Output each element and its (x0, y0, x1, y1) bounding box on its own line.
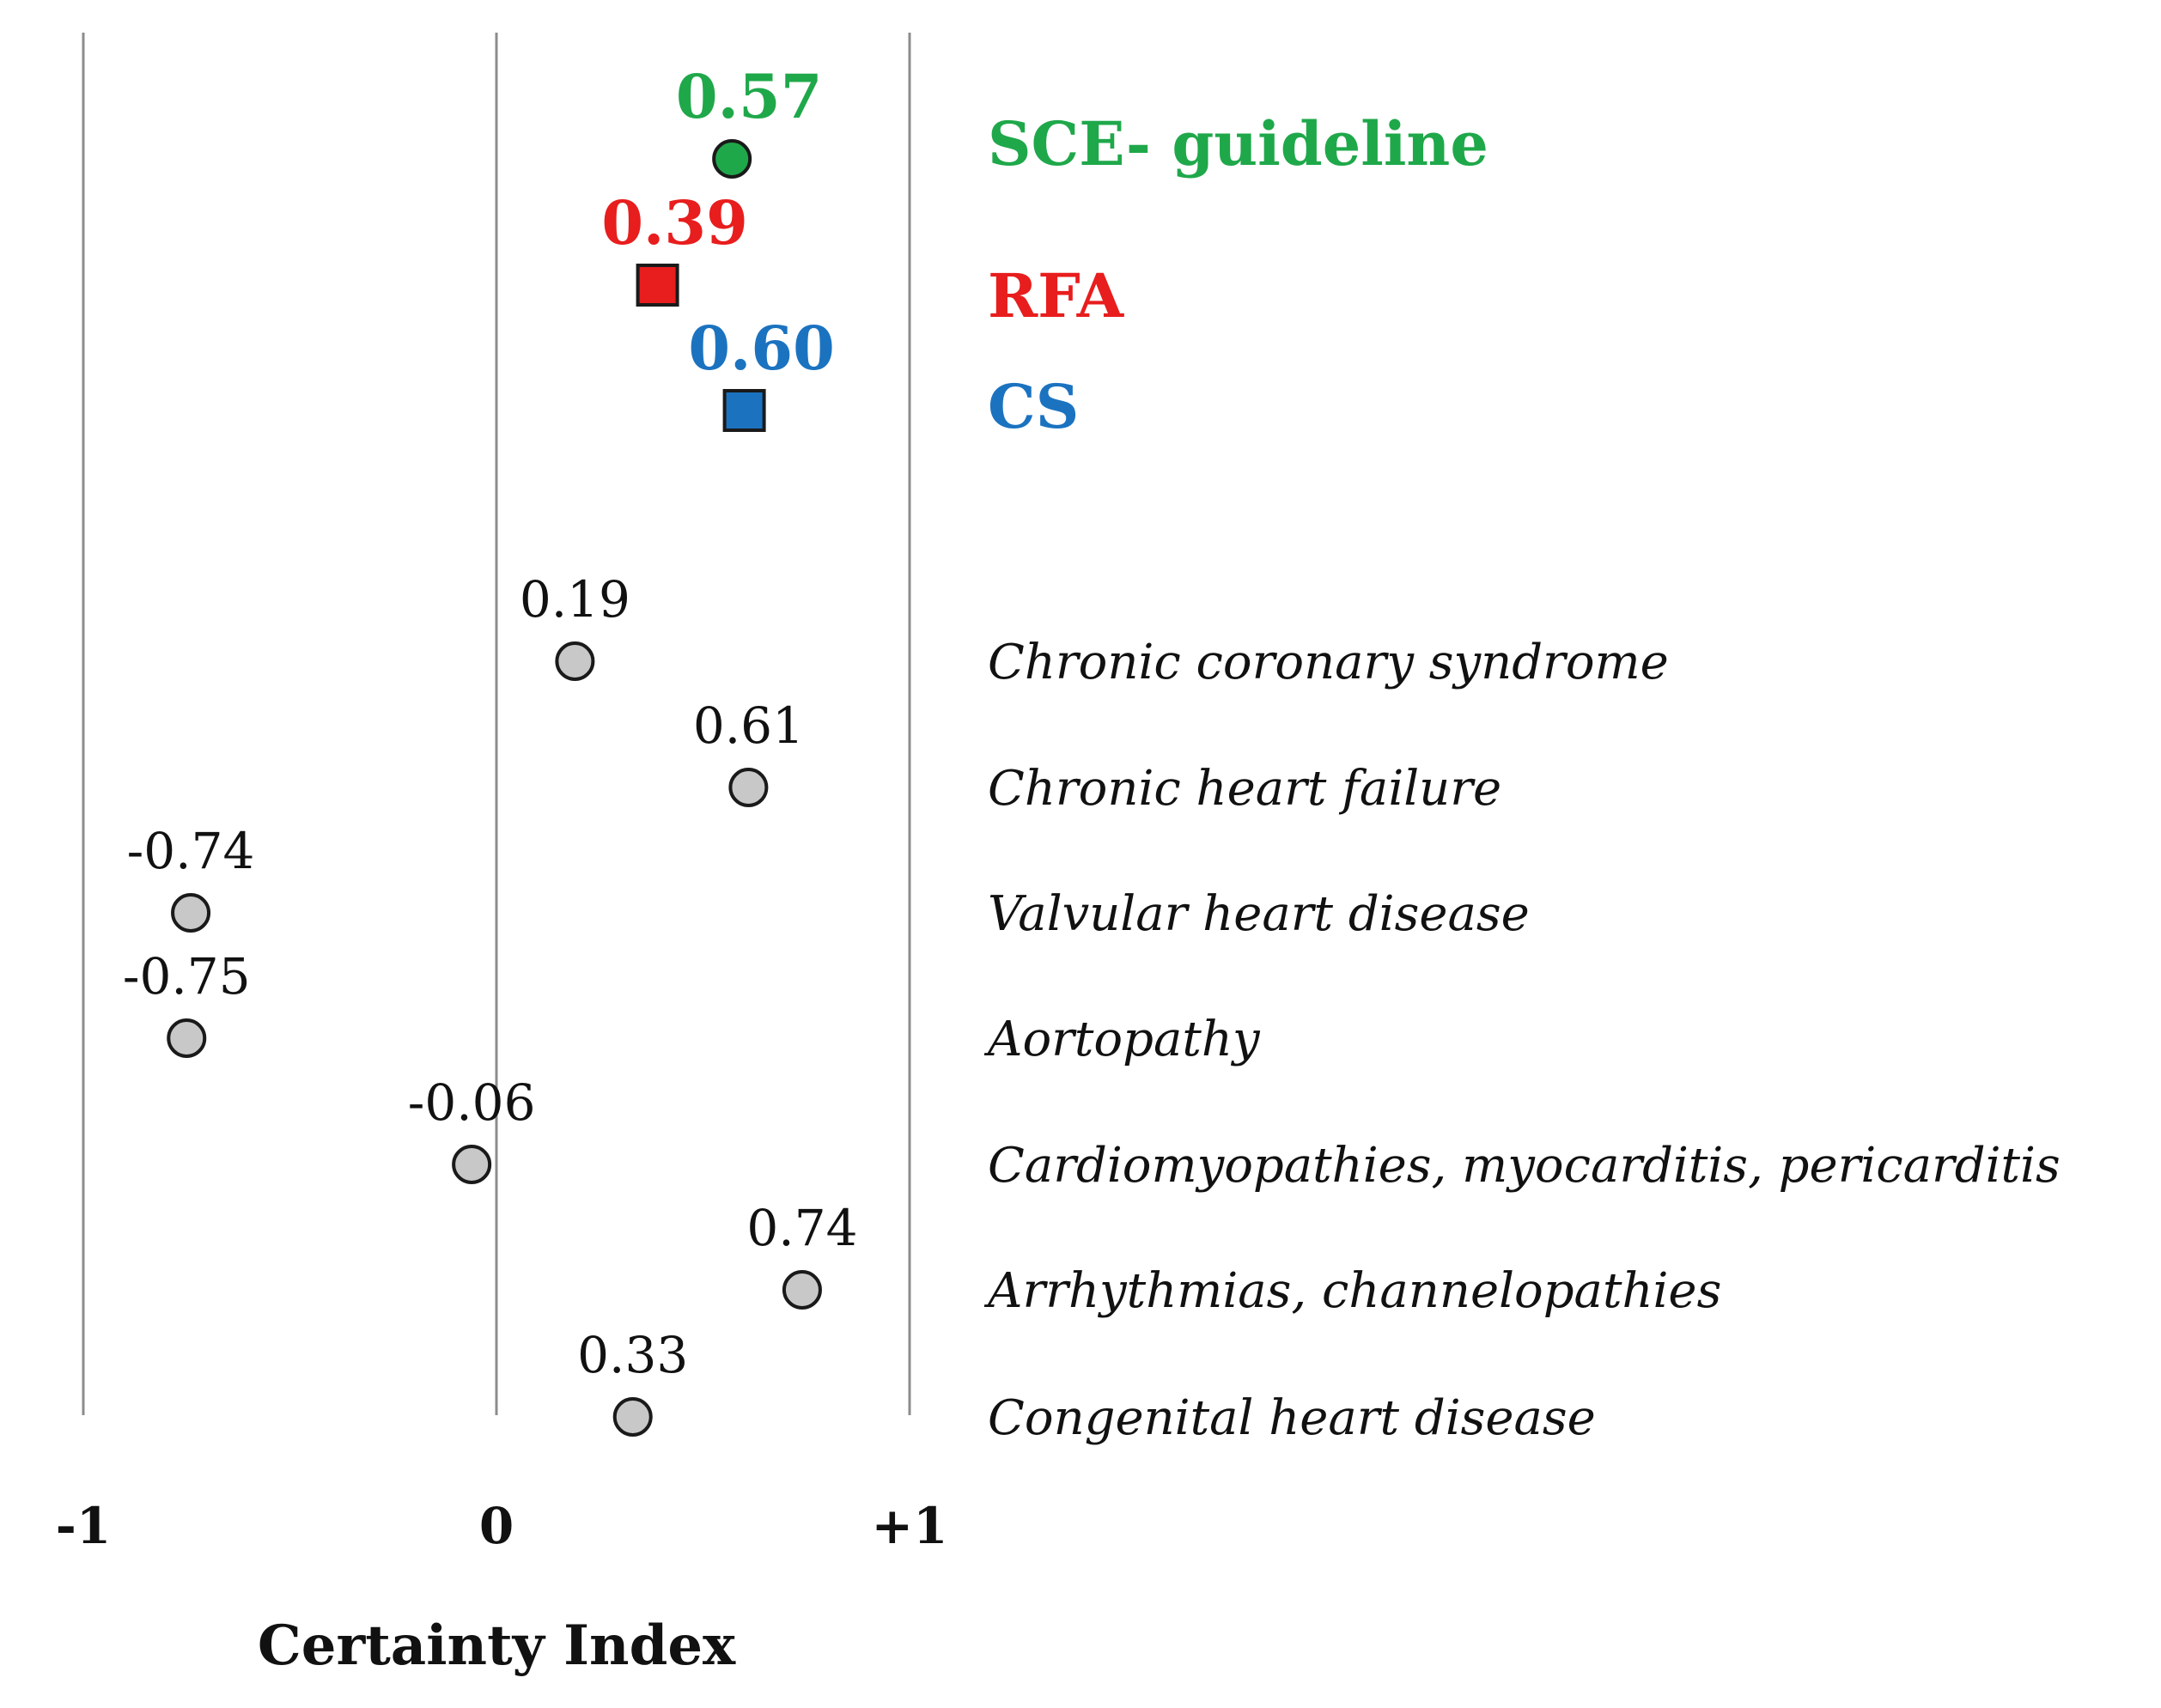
data-label: 0.33 (577, 1326, 688, 1384)
data-point (452, 1145, 492, 1184)
data-label: 0.74 (746, 1199, 857, 1257)
data-label: 0.19 (520, 570, 630, 629)
data-label: -0.75 (123, 947, 251, 1006)
x-tick-label: +1 (872, 1497, 948, 1555)
data-point (782, 1270, 822, 1310)
category-label: Congenital heart disease (988, 1390, 1596, 1446)
legend-entry: RFA (988, 260, 1125, 331)
highlight-marker (722, 389, 766, 432)
category-label: Arrhythmias, channelopathies (983, 1263, 1721, 1319)
data-label: -0.74 (127, 822, 255, 880)
highlight-value-label: 0.39 (601, 187, 748, 258)
highlight-marker (712, 139, 752, 179)
x-axis-title: Certainty Index (258, 1614, 736, 1678)
category-label: Valvular heart disease (988, 886, 1530, 942)
data-point (167, 1018, 207, 1058)
data-point (171, 893, 211, 933)
category-label: Chronic heart failure (988, 761, 1501, 817)
data-label: -0.06 (408, 1073, 536, 1132)
data-point (555, 641, 595, 681)
category-label: Chronic coronary syndrome (988, 635, 1669, 690)
data-label: 0.61 (693, 696, 804, 755)
data-point (728, 768, 769, 807)
x-tick-label: 0 (479, 1497, 514, 1555)
highlight-marker (636, 264, 679, 307)
legend-entry: CS (988, 371, 1079, 442)
category-label: Cardiomyopathies, myocarditis, pericardi… (988, 1138, 2061, 1194)
data-point (612, 1397, 653, 1437)
x-tick-label: -1 (56, 1497, 111, 1555)
highlight-value-label: 0.60 (688, 313, 835, 384)
category-label: Aortopathy (983, 1012, 1261, 1067)
highlight-value-label: 0.57 (676, 61, 823, 132)
legend-entry: SCE- guideline (988, 108, 1488, 179)
